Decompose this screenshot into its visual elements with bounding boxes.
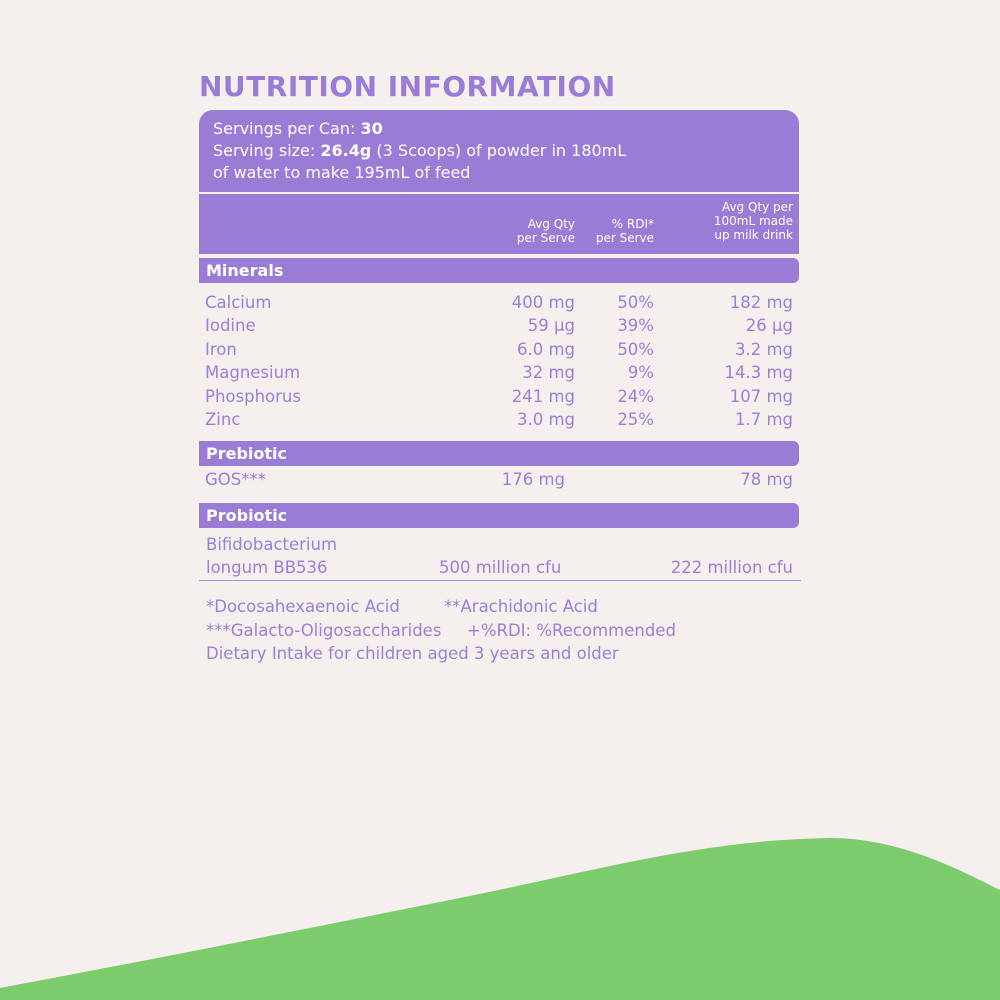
size-label: Serving size: [213, 141, 321, 160]
prebiotic-per-serve: 176 mg [501, 470, 565, 490]
column-headers: Avg Qty per Serve % RDI* per Serve Avg Q… [199, 194, 799, 254]
probiotic-name: Bifidobacterium longum BB536 [206, 533, 337, 579]
size-value: 26.4g [320, 141, 372, 160]
footnote-rdi-cont: Dietary Intake for children aged 3 years… [206, 644, 619, 663]
col-rdi-l2: per Serve [595, 231, 654, 245]
serving-size: Serving size: 26.4g (3 Scoops) of powder… [213, 140, 785, 162]
row-rdi: 39% [617, 316, 654, 336]
servings-label: Servings per Can: [213, 119, 361, 138]
col-per-serve-l2: per Serve [516, 231, 575, 245]
row-per100: 26 µg [745, 316, 793, 336]
green-wave-decoration [0, 838, 1000, 1000]
minerals-rows: Calcium 400 mg 50% 182 mg Iodine 59 µg 3… [199, 283, 799, 437]
page-title: NUTRITION INFORMATION [199, 70, 616, 103]
row-name: Magnesium [205, 363, 301, 383]
wave-shape [0, 838, 1000, 1000]
row-per100: 1.7 mg [734, 409, 793, 429]
probiotic-name-l2: longum BB536 [206, 558, 328, 578]
row-per100: 14.3 mg [724, 363, 793, 383]
footnote-rdi: +%RDI: %Recommended [467, 620, 676, 640]
prebiotic-name: GOS*** [205, 470, 266, 490]
size-rest: (3 Scoops) of powder in 180mL [371, 141, 627, 160]
row-name: Iron [205, 339, 237, 359]
row-name: Iodine [205, 316, 256, 336]
footnote-ara: **Arachidonic Acid [444, 597, 598, 616]
prebiotic-row: GOS*** 176 mg 78 mg [199, 466, 799, 499]
row-name: Phosphorus [205, 386, 301, 406]
row-name: Zinc [205, 409, 241, 429]
row-per100: 107 mg [729, 386, 793, 406]
row-per-serve: 400 mg [511, 293, 575, 312]
table-row: Iodine 59 µg 39% 26 µg [199, 314, 799, 337]
table-row: Zinc 3.0 mg 25% 1.7 mg [199, 408, 799, 431]
section-probiotic: Probiotic [199, 503, 799, 529]
table-row: Iron 6.0 mg 50% 3.2 mg [199, 338, 799, 361]
divider [199, 580, 801, 581]
table-row: Magnesium 32 mg 9% 14.3 mg [199, 361, 799, 384]
section-prebiotic: Prebiotic [199, 441, 799, 467]
serving-info: Servings per Can: 30 Serving size: 26.4g… [199, 110, 799, 192]
col-per100-l3: up milk drink [714, 228, 793, 242]
probiotic-name-l1: Bifidobacterium [206, 535, 338, 555]
table-row: Phosphorus 241 mg 24% 107 mg [199, 385, 799, 408]
row-rdi: 50% [617, 339, 654, 359]
col-per-serve: Avg Qty per Serve [517, 217, 575, 245]
nutrition-panel: Servings per Can: 30 Serving size: 26.4g… [199, 110, 799, 592]
servings-value: 30 [360, 119, 383, 138]
probiotic-row: Bifidobacterium longum BB536 500 million… [199, 528, 799, 592]
footnote-gos: ***Galacto-Oligosaccharides [206, 620, 442, 640]
row-per-serve: 3.0 mg [516, 409, 575, 429]
col-per-100ml: Avg Qty per 100mL made up milk drink [714, 200, 793, 242]
probiotic-per-serve: 500 million cfu [439, 558, 562, 578]
section-minerals: Minerals [199, 258, 799, 283]
col-rdi: % RDI* per Serve [596, 217, 654, 245]
col-per-serve-l1: Avg Qty [527, 217, 575, 231]
row-rdi: 24% [617, 386, 654, 406]
table-row: Calcium 400 mg 50% 182 mg [199, 291, 799, 314]
col-per100-l1: Avg Qty per [721, 200, 793, 214]
col-per100-l2: 100mL made [713, 214, 793, 228]
row-per100: 3.2 mg [734, 339, 793, 359]
row-rdi: 50% [617, 293, 654, 312]
row-per-serve: 241 mg [511, 386, 575, 406]
serving-size-line2: of water to make 195mL of feed [213, 163, 471, 182]
row-rdi: 25% [617, 409, 654, 429]
row-rdi: 9% [627, 363, 654, 383]
prebiotic-per100: 78 mg [740, 470, 793, 490]
row-per-serve: 59 µg [527, 316, 575, 336]
footnote-dha: *Docosahexaenoic Acid [206, 597, 400, 616]
row-per100: 182 mg [729, 293, 793, 312]
probiotic-per100: 222 million cfu [670, 558, 793, 578]
row-name: Calcium [205, 293, 272, 312]
row-per-serve: 6.0 mg [516, 339, 575, 359]
row-per-serve: 32 mg [522, 363, 575, 383]
servings-per-can: Servings per Can: 30 [213, 118, 785, 140]
col-rdi-l1: % RDI* [611, 217, 654, 231]
